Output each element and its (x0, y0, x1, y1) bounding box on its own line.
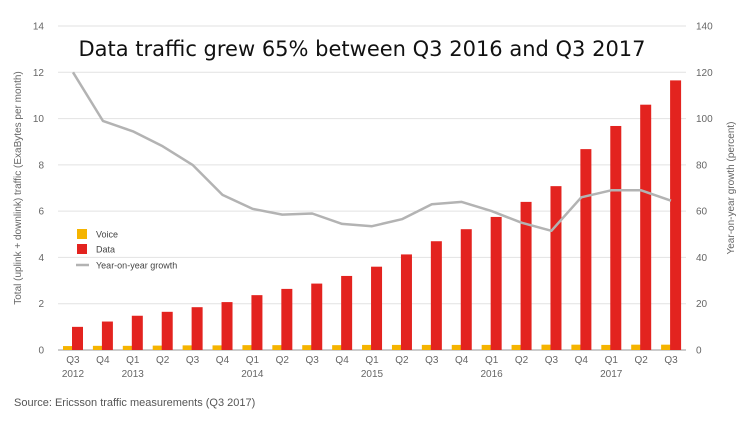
voice-bar (362, 344, 374, 350)
source-note: Source: Ericsson traffic measurements (Q… (14, 397, 255, 409)
data-bar (131, 315, 143, 350)
y2-tick-label: 60 (696, 207, 708, 218)
x-tick-label: Q4 (216, 355, 230, 366)
data-bar (490, 216, 502, 350)
y-tick-label: 14 (33, 22, 45, 33)
y2-tick-label: 140 (696, 22, 713, 33)
y2-tick-label: 80 (696, 160, 708, 171)
voice-bar (212, 345, 224, 350)
x-tick-label: Q3 (306, 355, 320, 366)
x-tick-label: Q3 (425, 355, 439, 366)
data-bar (101, 321, 113, 350)
data-bar (520, 201, 532, 350)
voice-bar (152, 345, 164, 350)
y2-tick-label: 120 (696, 68, 713, 79)
voice-bar (182, 345, 194, 350)
x-tick-label: Q2 (156, 355, 170, 366)
voice-bar (421, 344, 433, 350)
x-tick-label: Q3 (66, 355, 80, 366)
x-tick-label: Q3 (545, 355, 559, 366)
voice-bar (302, 345, 314, 350)
chart-title: Data traffic grew 65% between Q3 2016 an… (78, 37, 645, 61)
voice-bar (451, 344, 463, 350)
growth-line (71, 71, 672, 233)
legend-swatch-voice (77, 229, 87, 239)
x-tick-label: Q1 (246, 355, 260, 366)
data-bar (311, 283, 323, 350)
voice-bar (631, 344, 643, 350)
data-bar (430, 241, 442, 350)
voice-bar (511, 344, 523, 350)
y-tick-label: 4 (38, 253, 44, 264)
y-tick-label: 2 (38, 299, 44, 310)
y-axis-title: Total (uplink + downlink) traffic (ExaBy… (13, 71, 24, 305)
data-bar (161, 311, 173, 350)
data-bar (191, 307, 203, 350)
data-bar (400, 254, 412, 350)
x-tick-label: Q1 (126, 355, 140, 366)
voice-bar (391, 344, 403, 350)
x-tick-label: Q1 (605, 355, 619, 366)
data-bar (281, 288, 293, 350)
x-tick-year-label: 2013 (122, 369, 145, 380)
x-tick-label: Q3 (664, 355, 678, 366)
y2-tick-label: 0 (696, 346, 702, 357)
y2-tick-label: 100 (696, 114, 713, 125)
x-tick-year-label: 2016 (480, 369, 503, 380)
data-bar (610, 125, 622, 350)
voice-bar (481, 344, 493, 350)
x-tick-label: Q4 (575, 355, 589, 366)
x-tick-year-label: 2017 (600, 369, 623, 380)
data-bar (550, 186, 562, 350)
x-tick-label: Q1 (365, 355, 379, 366)
voice-bar (242, 345, 254, 350)
legend-label-growth: Year-on-year growth (96, 261, 177, 271)
legend-swatch-data (77, 244, 87, 254)
x-tick-year-label: 2012 (62, 369, 85, 380)
data-bar (371, 266, 383, 350)
data-bar (460, 229, 472, 350)
voice-bar (272, 345, 284, 350)
voice-bar (541, 344, 553, 350)
legend-label-data: Data (96, 245, 115, 255)
data-bar (221, 302, 233, 350)
x-tick-label: Q4 (335, 355, 349, 366)
voice-bar (122, 345, 134, 350)
data-bar (341, 275, 353, 350)
x-tick-label: Q4 (96, 355, 110, 366)
legend-label-voice: Voice (96, 230, 118, 240)
voice-bar (63, 346, 74, 350)
y2-axis-title: Year-on-year growth (percent) (726, 121, 737, 254)
voice-bar (601, 344, 613, 350)
x-tick-label: Q2 (515, 355, 529, 366)
y2-tick-label: 40 (696, 253, 708, 264)
data-bar (72, 326, 83, 350)
data-bar (251, 295, 263, 350)
y-tick-label: 0 (38, 346, 44, 357)
voice-bar (661, 344, 673, 350)
x-tick-label: Q4 (455, 355, 469, 366)
data-bar (640, 104, 652, 350)
x-tick-label: Q2 (276, 355, 290, 366)
x-tick-label: Q1 (485, 355, 499, 366)
x-tick-label: Q3 (186, 355, 200, 366)
voice-bar (571, 344, 583, 350)
data-bar (580, 149, 592, 350)
y-tick-label: 12 (33, 68, 45, 79)
y-tick-label: 10 (33, 114, 45, 125)
x-tick-label: Q2 (395, 355, 409, 366)
y-tick-label: 8 (38, 160, 44, 171)
x-tick-year-label: 2015 (361, 369, 384, 380)
x-tick-label: Q2 (634, 355, 648, 366)
voice-bar (92, 345, 104, 350)
y2-tick-label: 20 (696, 299, 708, 310)
data-bar (670, 80, 682, 350)
x-tick-year-label: 2014 (241, 369, 264, 380)
y-tick-label: 6 (38, 207, 44, 218)
voice-bar (332, 345, 344, 350)
